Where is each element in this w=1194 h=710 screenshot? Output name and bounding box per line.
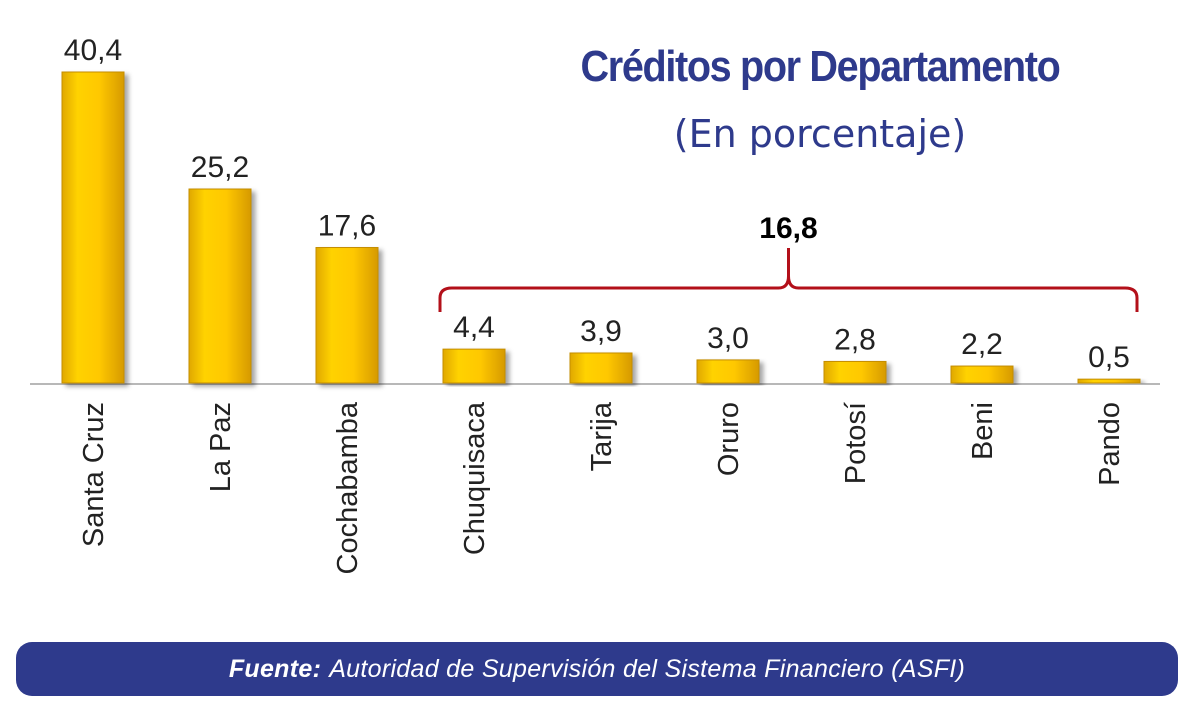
value-label-6: 2,8: [834, 323, 876, 356]
value-label-2: 17,6: [318, 210, 376, 243]
value-label-0: 40,4: [64, 34, 122, 67]
bar-1: [188, 188, 252, 384]
value-label-7: 2,2: [961, 328, 1003, 361]
group-bracket: [438, 248, 1139, 312]
category-label-8: Pando: [1094, 402, 1126, 486]
category-labels-group: Santa Cruz La Paz Cochabamba Chuquisaca Tari…: [78, 401, 1126, 574]
category-label-2: Cochabamba: [332, 401, 364, 574]
value-label-3: 4,4: [453, 311, 495, 344]
bar-4: [569, 352, 633, 384]
source-text: Autoridad de Supervisión del Sistema Fin…: [329, 654, 966, 683]
category-label-5: Oruro: [713, 402, 745, 476]
group-total-label: 16,8: [759, 212, 817, 245]
category-label-3: Chuquisaca: [459, 401, 491, 555]
category-label-1: La Paz: [205, 402, 237, 492]
value-label-8: 0,5: [1088, 341, 1130, 374]
value-label-1: 25,2: [191, 151, 249, 184]
category-label-4: Tarija: [586, 401, 618, 471]
chart-subtitle: (En porcentaje): [673, 112, 967, 156]
source-bar: Fuente: Autoridad de Supervisión del Sis…: [16, 642, 1178, 696]
bar-3: [442, 348, 506, 384]
value-label-5: 3,0: [707, 322, 749, 355]
value-label-4: 3,9: [580, 315, 622, 348]
bar-7: [950, 365, 1014, 384]
bar-5: [696, 359, 760, 384]
bar-8: [1077, 378, 1141, 384]
chart-title: Créditos por Departamento: [580, 42, 1061, 91]
category-label-6: Potosí: [840, 402, 872, 484]
bar-0: [61, 71, 125, 384]
bar-2: [315, 247, 379, 384]
source-label: Fuente:: [228, 654, 322, 683]
category-label-0: Santa Cruz: [78, 402, 110, 547]
bars-group: [61, 71, 1141, 384]
bar-6: [823, 360, 887, 384]
value-labels-group: 40,4 25,2 17,6 4,4 3,9 3,0 2,8 2,2 0,5: [64, 34, 1130, 374]
category-label-7: Beni: [967, 402, 999, 460]
